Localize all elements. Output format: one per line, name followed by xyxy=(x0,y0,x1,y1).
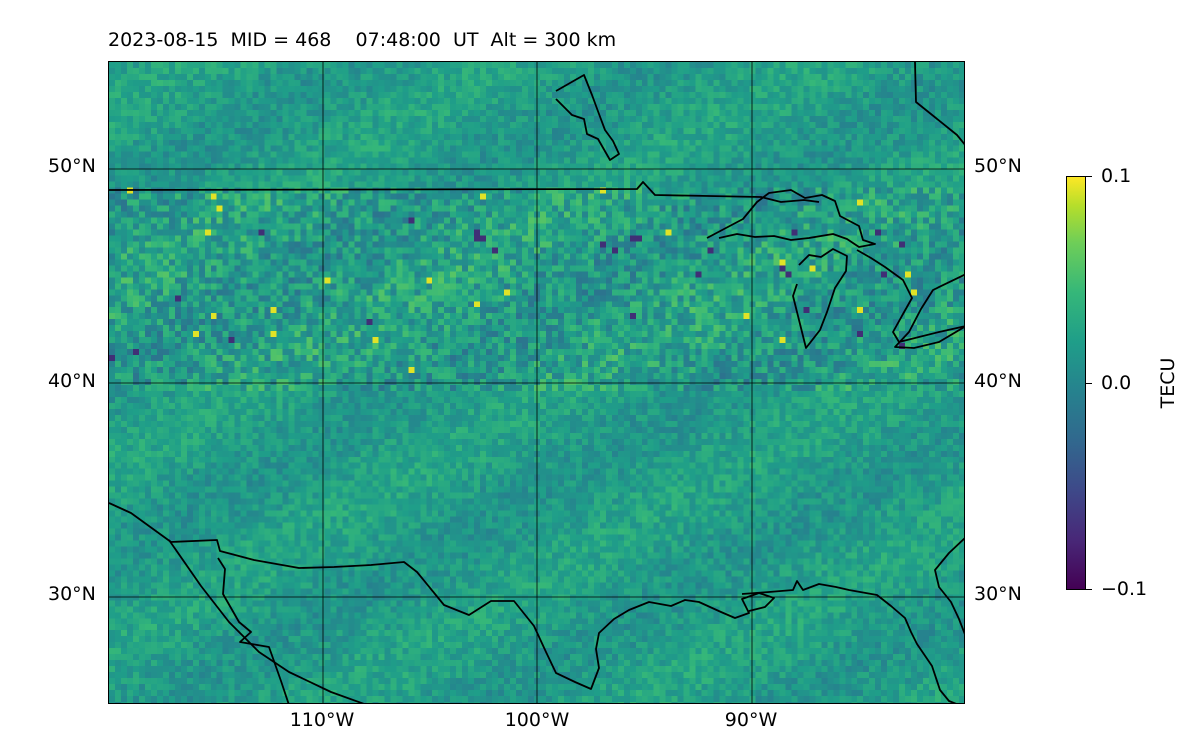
gridlines xyxy=(109,62,964,703)
baja-california xyxy=(217,557,290,703)
tec-map-panel xyxy=(108,61,965,704)
gulf-coast-east xyxy=(741,580,957,703)
lat-label-30-right: 30°N xyxy=(974,583,1022,605)
lake-michigan xyxy=(792,248,848,349)
colorbar-label-zero: 0.0 xyxy=(1101,372,1132,394)
lake-huron-and-erie xyxy=(856,249,964,349)
colorbar-label-min: −0.1 xyxy=(1101,578,1148,600)
coastlines-and-borders xyxy=(109,62,964,703)
lat-label-40-left: 40°N xyxy=(48,370,96,392)
lat-label-50-left: 50°N xyxy=(48,155,96,177)
lon-label-110w: 110°W xyxy=(289,709,355,731)
florida-west xyxy=(934,537,964,635)
colorbar-label-max: 0.1 xyxy=(1101,165,1132,187)
lake-superior xyxy=(706,189,876,248)
lat-label-30-left: 30°N xyxy=(48,583,96,605)
lat-label-40-right: 40°N xyxy=(974,370,1022,392)
colorbar-tick-mid xyxy=(1086,383,1092,384)
colorbar xyxy=(1066,176,1086,590)
us-canada-border xyxy=(109,181,820,203)
lat-label-50-right: 50°N xyxy=(974,155,1022,177)
northeast-coast xyxy=(914,62,964,145)
colorbar-tick-bottom xyxy=(1086,589,1092,590)
hudson-bay-coast xyxy=(555,74,620,161)
map-overlay xyxy=(109,62,964,703)
colorbar-tick-top xyxy=(1086,176,1092,177)
baja-inner xyxy=(168,539,365,703)
lon-label-100w: 100°W xyxy=(504,709,570,731)
map-title: 2023-08-15 MID = 468 07:48:00 UT Alt = 3… xyxy=(108,29,617,51)
lon-label-90w: 90°W xyxy=(724,709,778,731)
mexico-border xyxy=(109,502,775,690)
colorbar-axis-label: TECU xyxy=(1157,357,1179,409)
